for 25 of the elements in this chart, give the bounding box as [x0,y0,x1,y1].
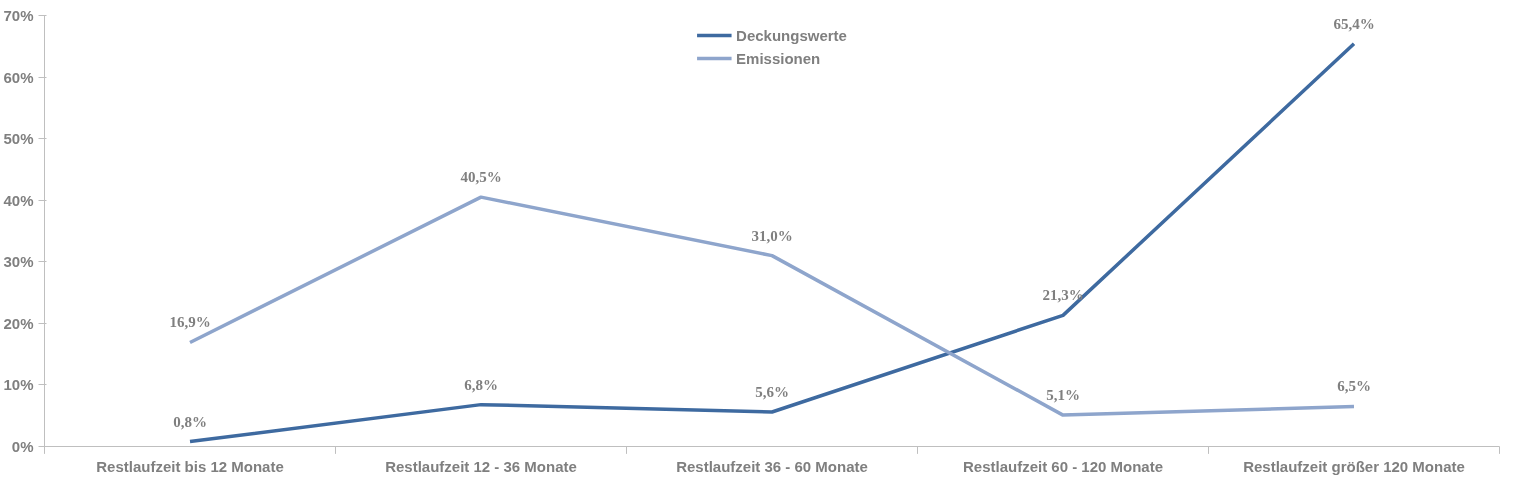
data-label: 21,3% [1042,287,1084,304]
x-tick-label: Restlaufzeit 60 - 120 Monate [962,457,1164,475]
y-tick-label: 60% [3,68,34,86]
y-tick-label: 70% [3,7,34,24]
x-tick-label: Restlaufzeit größer 120 Monate [1243,457,1465,475]
y-tick-label: 20% [3,314,34,332]
legend-label: Deckungswerte [736,26,847,44]
data-label: 5,6% [755,384,789,401]
y-tick-label: 30% [3,253,34,271]
x-tick-label: Restlaufzeit 36 - 60 Monate [676,457,868,475]
x-tick-label: Restlaufzeit 12 - 36 Monate [385,457,577,475]
y-tick-label: 0% [11,438,34,455]
data-label: 6,8% [464,376,498,393]
data-label: 6,5% [1337,378,1371,395]
data-label: 40,5% [460,169,502,186]
data-label: 5,1% [1046,387,1080,404]
y-tick-label: 40% [3,191,34,209]
data-label: 65,4% [1333,15,1375,32]
x-tick-label: Restlaufzeit bis 12 Monate [96,457,284,475]
legend-label: Emissionen [736,49,821,67]
data-label: 16,9% [169,314,211,331]
data-label: 31,0% [751,227,793,244]
y-tick-label: 10% [3,376,34,394]
data-label: 0,8% [173,413,207,430]
y-tick-label: 50% [3,130,34,148]
